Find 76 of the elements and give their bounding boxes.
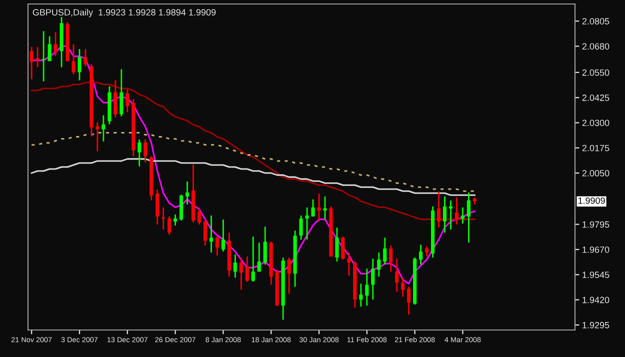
y-tick-label: 1.9295 (582, 322, 610, 328)
candlestick (359, 283, 363, 308)
candlestick (442, 196, 447, 234)
candlestick (78, 48, 82, 81)
candlestick (138, 138, 142, 168)
y-tick-label: 2.0175 (582, 144, 610, 152)
candlestick (162, 206, 166, 230)
candlestick (120, 68, 124, 117)
y-tick-label: 2.0805 (582, 18, 610, 24)
candlestick (96, 122, 100, 152)
candlestick (341, 236, 345, 260)
candlestick (197, 206, 202, 226)
candlestick (72, 44, 76, 75)
candlestick (407, 286, 411, 316)
candlestick (317, 192, 321, 222)
candlestick (305, 206, 309, 240)
candlestick (174, 214, 178, 226)
y-tick-label: 1.9795 (582, 221, 610, 228)
candlestick (179, 194, 184, 222)
y-tick-label: 2.0550 (582, 69, 610, 76)
y-tick-label: 1.9420 (582, 296, 610, 304)
candlestick (335, 226, 339, 262)
line-series (30, 132, 476, 192)
candlestick (114, 80, 118, 118)
candlestick (263, 226, 267, 266)
candlestick (466, 192, 471, 244)
y-tick-label: 2.0425 (582, 94, 610, 101)
candlestick (126, 88, 130, 113)
candlestick (185, 180, 190, 206)
candlestick (30, 46, 34, 80)
candlestick (311, 198, 315, 218)
candlestick (102, 114, 106, 142)
candlestick (215, 236, 220, 256)
candlestick (436, 190, 441, 228)
candlestick (251, 236, 255, 282)
candlestick (239, 256, 243, 290)
candlestick (42, 30, 46, 82)
candlestick (36, 46, 40, 68)
candlestick (168, 216, 172, 236)
candlestick (371, 258, 375, 300)
candlestick (144, 138, 148, 164)
y-tick-label: 2.0050 (582, 170, 610, 176)
candlestick (84, 48, 88, 67)
candlestick (203, 218, 208, 246)
candlestick (221, 218, 226, 252)
candlestick (54, 31, 58, 57)
candlestick (377, 252, 381, 278)
candlestick (454, 196, 459, 226)
candlestick (257, 242, 261, 272)
candlestick (233, 254, 237, 278)
candlestick (48, 36, 52, 62)
line-series (30, 158, 476, 196)
candlestick (419, 244, 423, 266)
candlestick (425, 246, 429, 258)
candlestick (383, 236, 387, 266)
candlestick (156, 188, 160, 226)
text: GBPUSD,Daily 1.9923 1.9928 1.9894 1.9909 (32, 8, 216, 18)
y-tick-label: 1.9545 (582, 272, 610, 278)
candlestick (395, 258, 399, 292)
candlestick (448, 200, 453, 230)
candlestick (287, 256, 291, 294)
line-series (30, 82, 476, 220)
candlestick (460, 206, 465, 224)
candlestick (299, 214, 303, 240)
candlestick (389, 244, 393, 272)
line-series (30, 45, 476, 284)
candlestick (209, 214, 214, 254)
candlestick (401, 276, 405, 298)
y-tick-label: 2.0680 (582, 43, 610, 50)
candlestick (347, 252, 351, 276)
candlestick (323, 196, 327, 220)
y-tick-label: 2.0300 (582, 120, 610, 126)
candlestick (365, 268, 369, 306)
text: 1.9909 (578, 197, 605, 204)
candlestick (245, 256, 249, 282)
y-tick-label: 1.9670 (582, 246, 610, 253)
